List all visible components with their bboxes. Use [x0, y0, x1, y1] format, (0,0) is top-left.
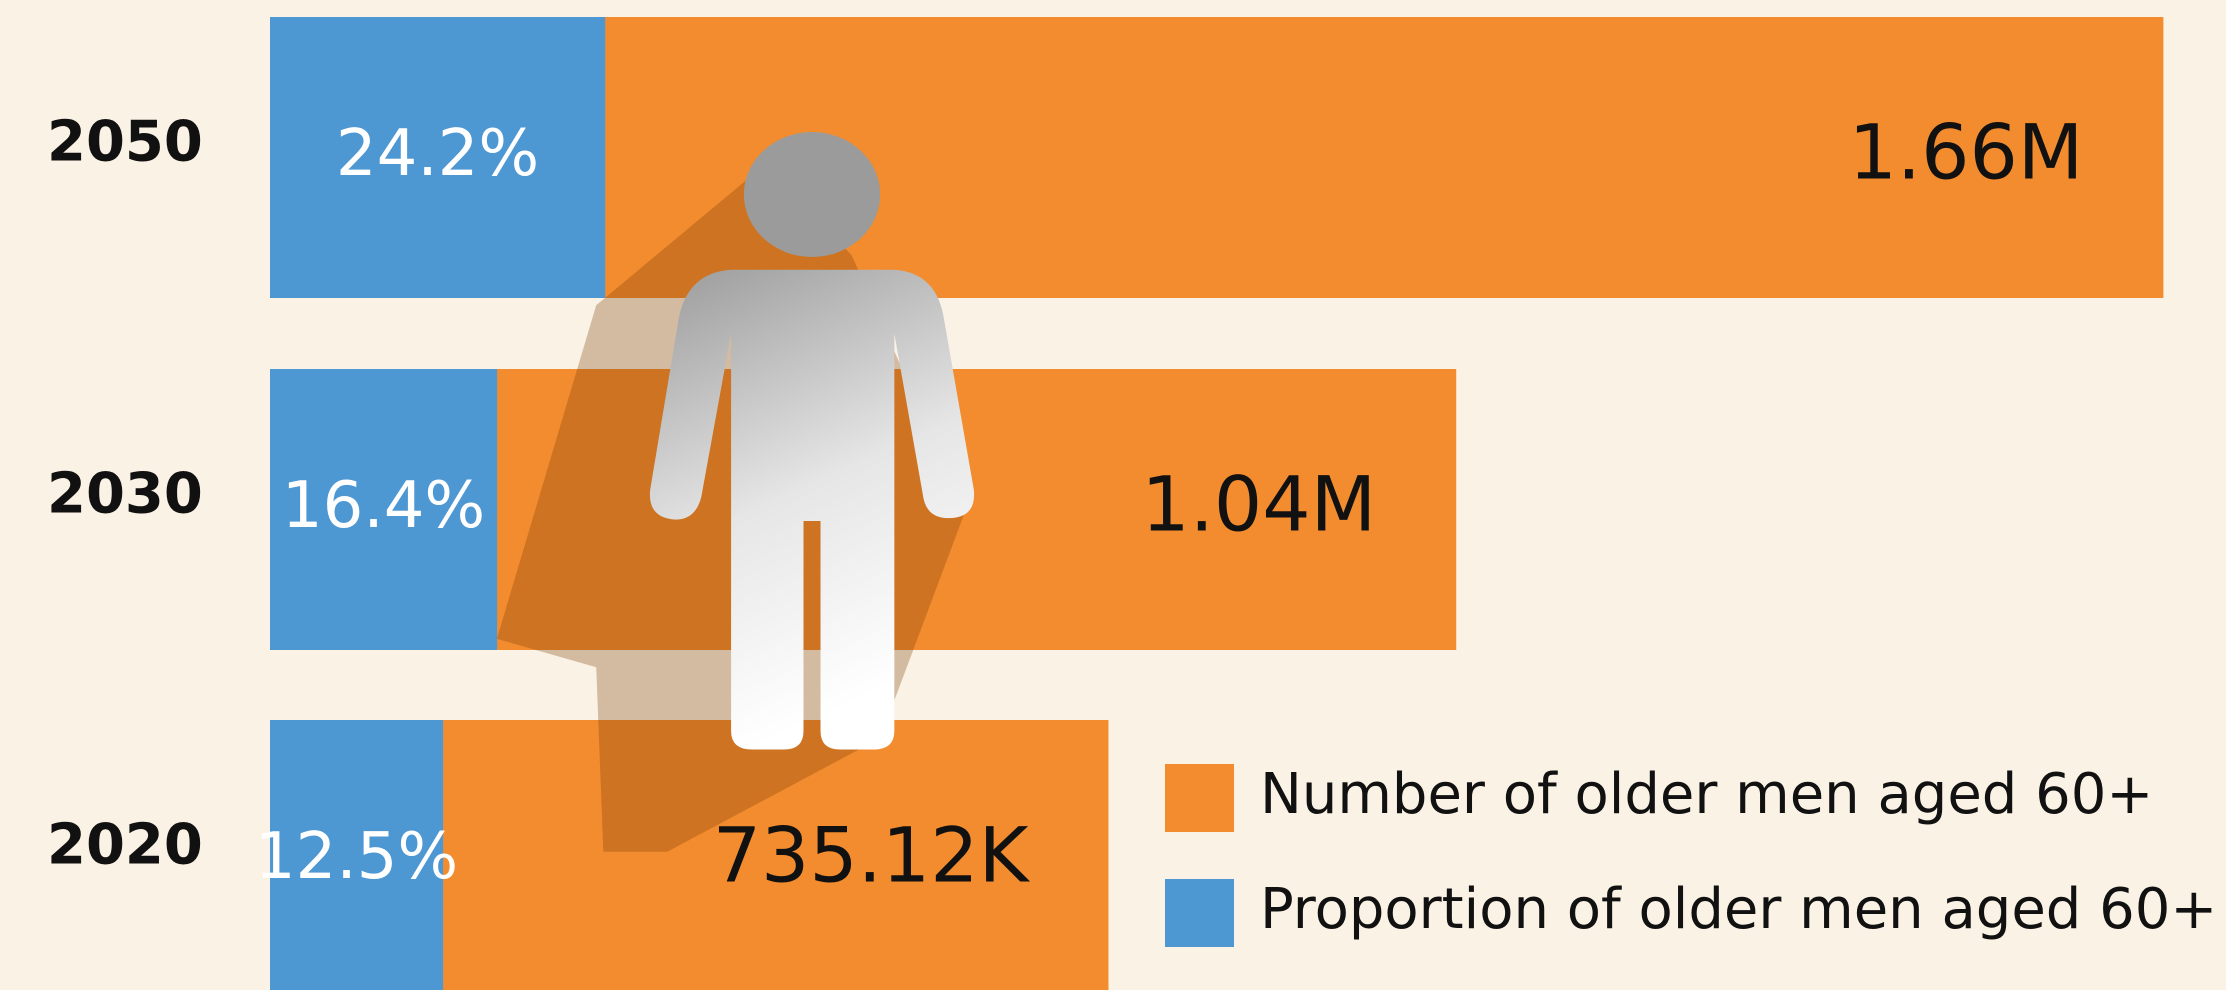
legend-swatch [1165, 879, 1234, 947]
value-label: 16.4% [282, 469, 485, 543]
labels: 2050 1.66M 24.2% 2030 1.04M 16.4% 2020 735.12K 1… [47, 107, 2083, 899]
category-label: 2030 [47, 462, 203, 527]
person-figure [496, 132, 975, 852]
value-label: 1.66M [1849, 107, 2084, 196]
figure-body [649, 269, 975, 750]
value-label: 735.12K [713, 810, 1031, 899]
bar [270, 17, 606, 298]
category-label: 2050 [47, 110, 203, 175]
legend-label: Number of older men aged 60+ [1260, 762, 2153, 827]
figure-head [743, 132, 881, 257]
legend-label: Proportion of older men aged 60+ [1260, 877, 2217, 942]
value-label: 24.2% [336, 117, 539, 191]
value-label: 12.5% [255, 820, 458, 894]
category-label: 2020 [47, 813, 203, 878]
legend: Number of older men aged 60+ Proportion o… [1165, 762, 2217, 947]
value-label: 1.04M [1141, 459, 1376, 548]
bar [270, 369, 498, 650]
bar [270, 720, 444, 990]
legend-swatch [1165, 764, 1234, 832]
